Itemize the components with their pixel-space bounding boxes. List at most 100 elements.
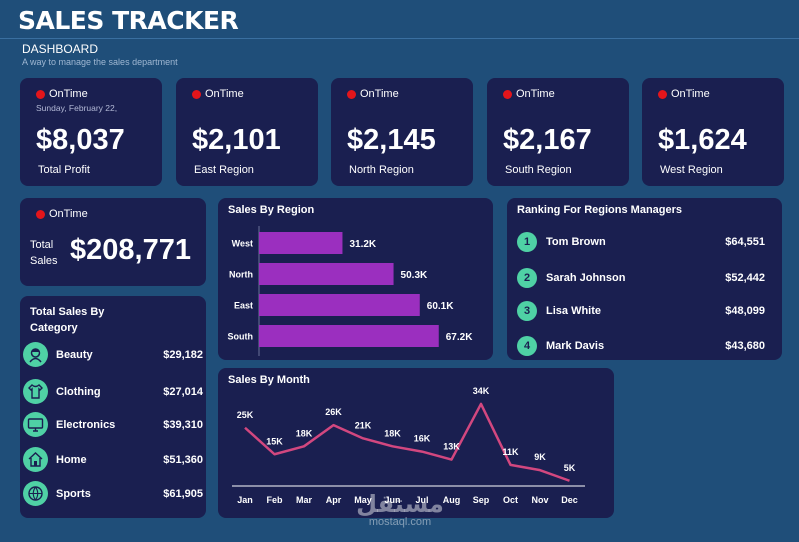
kpi-value: $2,145 xyxy=(347,124,436,156)
clothing-icon xyxy=(23,379,48,404)
status-indicator: OnTime xyxy=(36,88,88,100)
month-data-label: 18K xyxy=(296,428,313,438)
status-indicator: OnTime xyxy=(192,88,244,100)
month-data-label: 21K xyxy=(355,420,372,430)
region-data-label: 60.1K xyxy=(427,301,454,312)
status-dot-icon xyxy=(192,89,201,99)
manager-name: Tom Brown xyxy=(546,236,606,248)
region-data-label: 67.2K xyxy=(446,332,473,343)
header-divider xyxy=(0,38,799,39)
category-value: $51,360 xyxy=(163,454,203,466)
ranking-row[interactable]: 4 Mark Davis $43,680 xyxy=(517,336,765,358)
app-title: SALES TRACKER xyxy=(18,6,239,35)
month-tick-label: Jan xyxy=(237,495,253,505)
category-name: Beauty xyxy=(56,349,93,361)
ranking-row[interactable]: 1 Tom Brown $64,551 xyxy=(517,232,765,254)
kpi-date: Sunday, February 22, xyxy=(36,103,118,113)
category-row-home[interactable]: Home $51,360 xyxy=(23,447,203,475)
month-data-label: 9K xyxy=(534,452,546,462)
region-chart-title: Sales By Region xyxy=(228,204,315,216)
region-bar xyxy=(259,325,439,347)
region-category-label: West xyxy=(232,239,253,249)
status-text: OnTime xyxy=(671,88,710,100)
region-chart-panel: Sales By Region West 31.2K North 50.3K East 6… xyxy=(218,198,493,360)
status-text: OnTime xyxy=(205,88,244,100)
month-data-label: 18K xyxy=(384,428,401,438)
status-indicator: OnTime xyxy=(503,88,555,100)
month-tick-label: Mar xyxy=(296,495,313,505)
category-value: $29,182 xyxy=(163,349,203,361)
category-panel-title: Total Sales By Category xyxy=(30,306,105,334)
manager-name: Sarah Johnson xyxy=(546,272,626,284)
total-sales-value: $208,771 xyxy=(70,234,191,266)
month-tick-label: Jun xyxy=(384,495,400,505)
month-chart-title: Sales By Month xyxy=(228,374,310,386)
kpi-card-east-region[interactable]: OnTime $2,101 East Region xyxy=(176,78,318,186)
kpi-card-total-profit[interactable]: OnTime Sunday, February 22, $8,037 Total… xyxy=(20,78,162,186)
month-tick-label: Feb xyxy=(266,495,283,505)
kpi-card-north-region[interactable]: OnTime $2,145 North Region xyxy=(331,78,473,186)
status-dot-icon xyxy=(503,89,512,99)
manager-sales: $64,551 xyxy=(725,236,765,248)
category-row-clothing[interactable]: Clothing $27,014 xyxy=(23,379,203,407)
status-text: OnTime xyxy=(49,88,88,100)
status-text: OnTime xyxy=(49,208,88,220)
month-chart-panel: Sales By Month Jan 25K Feb 15K Mar 18K Apr 26K M… xyxy=(218,368,614,518)
dashboard-label: DASHBOARD xyxy=(22,42,99,56)
total-sales-label: Total Sales xyxy=(30,239,58,267)
watermark-url: mostaql.com xyxy=(368,516,432,528)
month-tick-label: May xyxy=(354,495,372,505)
region-data-label: 50.3K xyxy=(401,270,428,281)
region-bar-chart: West 31.2K North 50.3K East 60.1K South 67.2K xyxy=(228,226,473,356)
month-tick-label: Oct xyxy=(503,495,518,505)
month-data-label: 13K xyxy=(443,442,460,452)
category-row-beauty[interactable]: Beauty $29,182 xyxy=(23,342,203,370)
status-text: OnTime xyxy=(516,88,555,100)
status-dot-icon xyxy=(36,209,45,219)
status-dot-icon xyxy=(658,89,667,99)
month-tick-label: Dec xyxy=(561,495,578,505)
kpi-value: $1,624 xyxy=(658,124,747,156)
category-name: Electronics xyxy=(56,419,116,431)
month-data-label: 5K xyxy=(564,463,576,473)
ranking-row[interactable]: 2 Sarah Johnson $52,442 xyxy=(517,268,765,290)
category-value: $27,014 xyxy=(163,386,203,398)
manager-name: Lisa White xyxy=(546,305,602,317)
month-data-label: 11K xyxy=(502,447,519,457)
month-series-line xyxy=(244,402,570,482)
region-bar xyxy=(259,263,394,285)
month-data-label: 16K xyxy=(414,434,431,444)
month-tick-label: Sep xyxy=(473,495,490,505)
sports-icon xyxy=(23,481,48,506)
dashboard-subtitle: A way to manage the sales department xyxy=(22,57,178,67)
region-data-label: 31.2K xyxy=(349,239,376,250)
ranking-row[interactable]: 3 Lisa White $48,099 xyxy=(517,301,765,323)
status-dot-icon xyxy=(36,89,45,99)
rank-badge: 4 xyxy=(517,336,537,356)
manager-name: Mark Davis xyxy=(546,340,605,352)
total-sales-card[interactable]: OnTime Total Sales $208,771 xyxy=(20,198,206,286)
ranking-panel: Ranking For Regions Managers 1 Tom Brown… xyxy=(507,198,782,360)
category-value: $61,905 xyxy=(163,488,203,500)
month-data-label: 25K xyxy=(237,410,254,420)
category-value: $39,310 xyxy=(163,419,203,431)
kpi-card-south-region[interactable]: OnTime $2,167 South Region xyxy=(487,78,629,186)
ranking-panel-title: Ranking For Regions Managers xyxy=(517,204,683,216)
manager-sales: $48,099 xyxy=(725,305,765,317)
category-name: Clothing xyxy=(56,386,101,398)
region-bar xyxy=(259,232,343,254)
category-name: Sports xyxy=(56,488,91,500)
watermark-arabic: مستقل xyxy=(356,490,444,518)
kpi-label: South Region xyxy=(505,164,572,176)
manager-sales: $43,680 xyxy=(725,340,765,352)
status-indicator: OnTime xyxy=(347,88,399,100)
category-row-sports[interactable]: Sports $61,905 xyxy=(23,481,203,509)
kpi-card-west-region[interactable]: OnTime $1,624 West Region xyxy=(642,78,784,186)
month-line-chart: Jan 25K Feb 15K Mar 18K Apr 26K May 21K Jun 18K Jul 1… xyxy=(232,386,585,505)
kpi-value: $2,101 xyxy=(192,124,281,156)
month-tick-label: Aug xyxy=(443,495,461,505)
category-row-electronics[interactable]: Electronics $39,310 xyxy=(23,412,203,440)
region-category-label: East xyxy=(234,301,253,311)
kpi-label: West Region xyxy=(660,164,723,176)
electronics-icon xyxy=(23,412,48,437)
